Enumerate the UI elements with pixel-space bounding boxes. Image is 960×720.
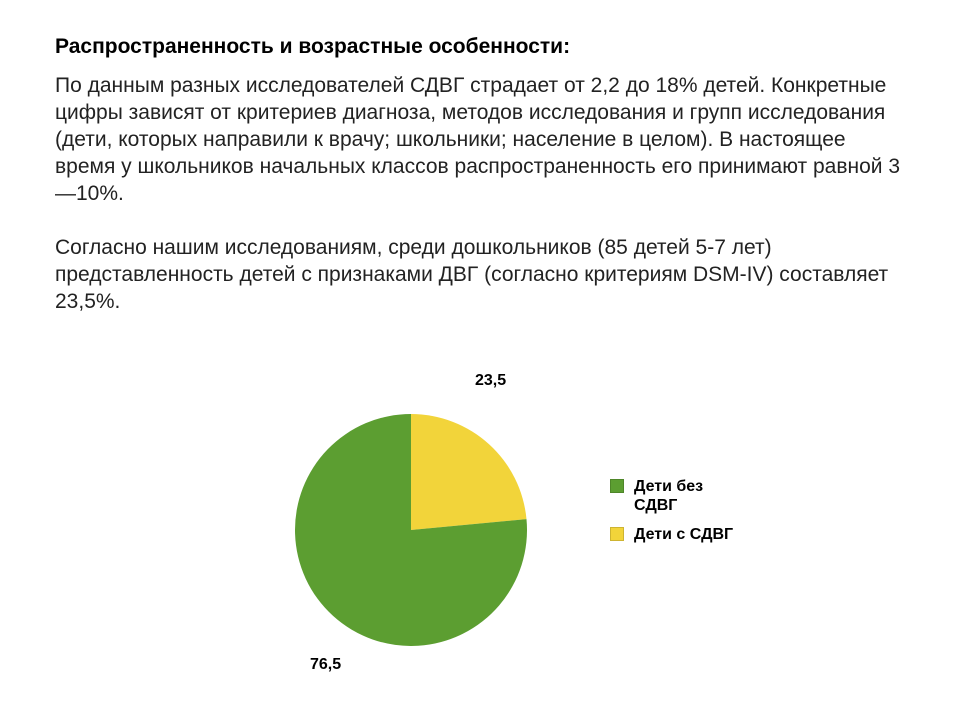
pie-chart: Дети без СДВГ Дети с СДВГ 23,5 76,5 [235, 372, 835, 692]
pie-slice [411, 414, 526, 530]
legend-item: Дети без СДВГ [610, 477, 734, 515]
slide: Распространенность и возрастные особенно… [0, 0, 960, 720]
pie-slice-label: 23,5 [475, 372, 506, 390]
page-title: Распространенность и возрастные особенно… [55, 35, 905, 59]
legend-swatch [610, 527, 624, 541]
legend-item: Дети с СДВГ [610, 525, 734, 544]
chart-legend: Дети без СДВГ Дети с СДВГ [610, 477, 734, 555]
legend-label: Дети с СДВГ [634, 525, 733, 544]
paragraph-2: Согласно нашим исследованиям, среди дошк… [55, 235, 905, 316]
paragraph-1: По данным разных исследователей СДВГ стр… [55, 73, 905, 207]
pie-canvas [295, 414, 527, 646]
pie-slice-label: 76,5 [310, 656, 341, 674]
legend-label: Дети без СДВГ [634, 477, 734, 515]
legend-swatch [610, 479, 624, 493]
